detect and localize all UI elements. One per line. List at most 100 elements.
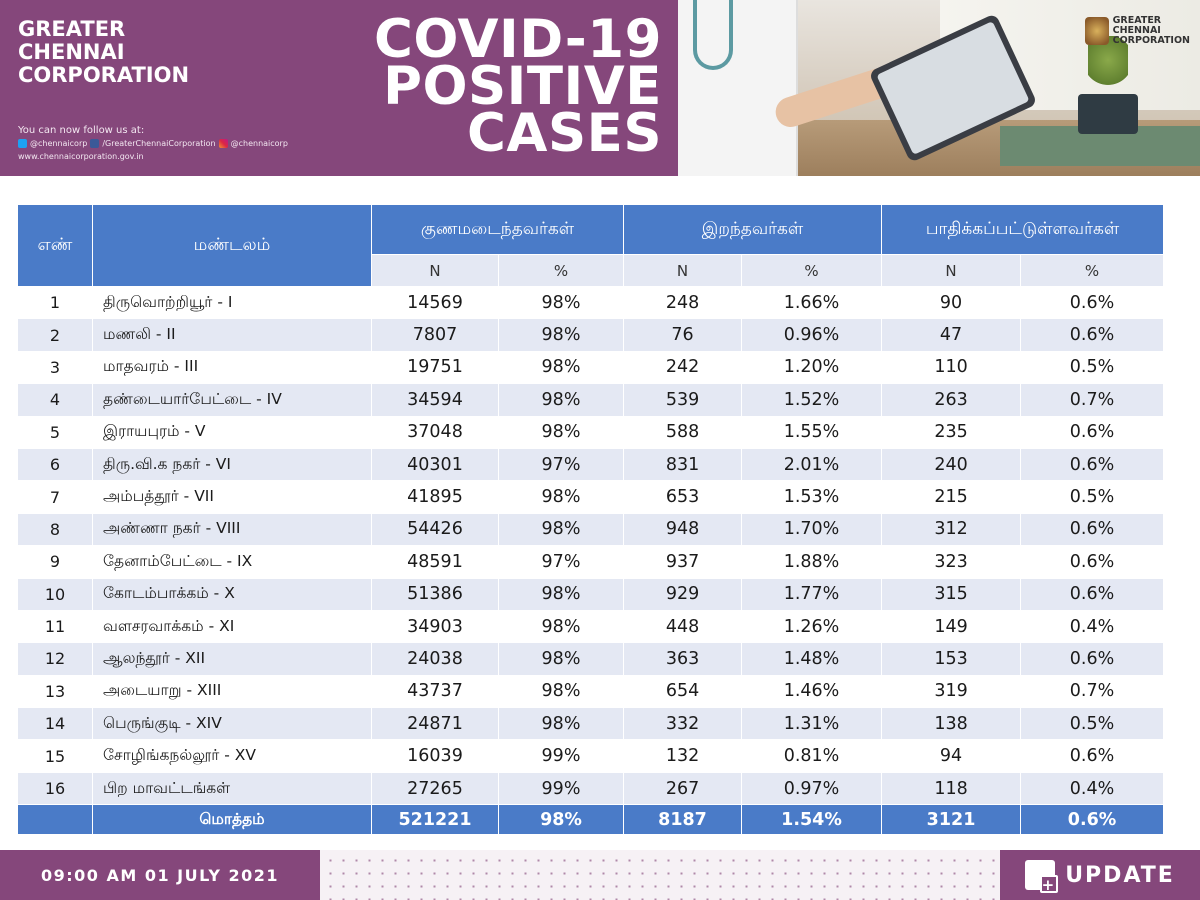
zone-name: அம்பத்தூர் - VII [92,480,372,514]
total-affected-n: 3121 [881,804,1022,836]
org-name-line-2: CHENNAI [18,40,125,64]
recovered-pct: 98% [497,480,625,514]
row-index: 9 [17,545,93,579]
col-header-affected: பாதிக்கப்பட்டுள்ளவர்கள் [881,204,1165,255]
sub-header-deceased-n: N [623,254,743,287]
update-plus-icon [1025,860,1059,894]
col-header-recovered: குணமடைந்தவர்கள் [370,204,625,255]
table-row: 3 மாதவரம் - III 19751 98% 242 1.20% 110 0.5% [17,350,1165,385]
recovered-n: 27265 [371,771,499,806]
table-row: 5 இராயபுரம் - V 37048 98% 588 1.55% 235 0.6% [17,415,1165,449]
header-left-panel: GREATER CHENNAI CORPORATION You can now … [0,0,678,176]
recovered-n: 34594 [371,383,499,417]
affected-pct: 0.6% [1020,545,1165,579]
deceased-n: 653 [623,480,743,514]
table-row: 15 சோழிங்கநல்லூர் - XV 16039 99% 132 0.81% 94 0… [17,739,1165,773]
affected-pct: 0.6% [1020,415,1165,449]
table-row: 9 தேனாம்பேட்டை - IX 48591 97% 937 1.88% 323 0.6… [17,545,1165,579]
zone-name: மணலி - II [92,318,372,352]
total-affected-pct: 0.6% [1020,804,1165,836]
zone-name: திரு.வி.க நகர் - VI [92,447,372,482]
table-row: 2 மணலி - II 7807 98% 76 0.96% 47 0.6% [17,318,1165,352]
total-recovered-n: 521221 [371,804,499,836]
recovered-n: 16039 [371,739,499,773]
total-index-cell [17,804,93,836]
deceased-n: 363 [623,642,743,676]
gcc-logo-line-2: CHENNAI [1112,25,1161,36]
instagram-handle: @chennaicorp [230,139,288,148]
social-handles: @chennaicorp /GreaterChennaiCorporation … [18,137,288,150]
zone-name: சோழிங்கநல்லூர் - XV [92,739,372,773]
deceased-pct: 1.77% [741,577,883,611]
recovered-pct: 98% [497,285,625,320]
deceased-n: 76 [623,318,743,352]
recovered-pct: 98% [497,415,625,449]
recovered-pct: 98% [497,512,625,547]
recovered-n: 41895 [371,480,499,514]
facebook-icon [90,139,100,148]
sub-header-recovered-n: N [371,254,499,287]
row-index: 4 [17,383,93,417]
affected-n: 315 [881,577,1022,611]
row-index: 3 [17,350,93,385]
deceased-pct: 1.70% [741,512,883,547]
table-row: 13 அடையாறு - XIII 43737 98% 654 1.46% 319 0.7% [17,674,1165,709]
covid-table-wrapper: எண் மண்டலம் குணமடைந்தவர்கள் இறந்தவர்கள் … [17,204,1165,836]
recovered-n: 48591 [371,545,499,579]
total-deceased-pct: 1.54% [741,804,883,836]
stethoscope-icon [693,0,733,70]
deceased-pct: 1.88% [741,545,883,579]
affected-n: 312 [881,512,1022,547]
zone-name: ஆலந்தூர் - XII [92,642,372,676]
zone-name: பெருங்குடி - XIV [92,707,372,741]
recovered-n: 24038 [371,642,499,676]
row-index: 7 [17,480,93,514]
sub-header-recovered-pct: % [497,254,625,287]
deceased-n: 654 [623,674,743,709]
recovered-pct: 97% [497,545,625,579]
deceased-pct: 1.20% [741,350,883,385]
update-datetime: 09:00 AM 01 JULY 2021 [0,850,320,900]
table-row: 8 அண்ணா நகர் - VIII 54426 98% 948 1.70% 312 0.6… [17,512,1165,547]
row-index: 11 [17,609,93,644]
affected-n: 118 [881,771,1022,806]
deceased-pct: 1.31% [741,707,883,741]
update-badge: UPDATE [1000,850,1200,900]
deceased-n: 937 [623,545,743,579]
zone-name: கோடம்பாக்கம் - X [92,577,372,611]
recovered-n: 19751 [371,350,499,385]
photo-plant-pot [1078,94,1138,134]
sub-header-deceased-pct: % [741,254,883,287]
table-row: 6 திரு.வி.க நகர் - VI 40301 97% 831 2.01% 240 0… [17,447,1165,482]
recovered-n: 14569 [371,285,499,320]
affected-pct: 0.6% [1020,318,1165,352]
affected-n: 94 [881,739,1022,773]
zone-name: மாதவரம் - III [92,350,372,385]
table-row: 1 திருவொற்றியூர் - I 14569 98% 248 1.66% 90 0.6… [17,285,1165,320]
deceased-pct: 0.81% [741,739,883,773]
row-index: 15 [17,739,93,773]
affected-n: 138 [881,707,1022,741]
affected-pct: 0.5% [1020,350,1165,385]
deceased-n: 929 [623,577,743,611]
row-index: 14 [17,707,93,741]
table-row: 4 தண்டையார்பேட்டை - IV 34594 98% 539 1.52% 263… [17,383,1165,417]
deceased-pct: 1.53% [741,480,883,514]
table-total-row: மொத்தம் 521221 98% 8187 1.54% 3121 0.6% [17,804,1165,836]
footer-bar: 09:00 AM 01 JULY 2021 UPDATE [0,850,1200,900]
deceased-n: 267 [623,771,743,806]
follow-label: You can now follow us at: [18,125,145,136]
deceased-n: 539 [623,383,743,417]
row-index: 6 [17,447,93,482]
covid-zone-table: எண் மண்டலம் குணமடைந்தவர்கள் இறந்தவர்கள் … [17,204,1165,836]
page-title: COVID-19 POSITIVE CASES [374,9,662,160]
org-name-line-3: CORPORATION [18,63,190,87]
row-index: 10 [17,577,93,611]
row-index: 16 [17,771,93,806]
recovered-pct: 98% [497,609,625,644]
table-row: 14 பெருங்குடி - XIV 24871 98% 332 1.31% 138 0.5… [17,707,1165,741]
affected-n: 149 [881,609,1022,644]
header-photo: GREATER CHENNAI CORPORATION [678,0,1200,176]
title-line-1: COVID-19 [374,9,662,70]
twitter-icon [18,139,27,148]
